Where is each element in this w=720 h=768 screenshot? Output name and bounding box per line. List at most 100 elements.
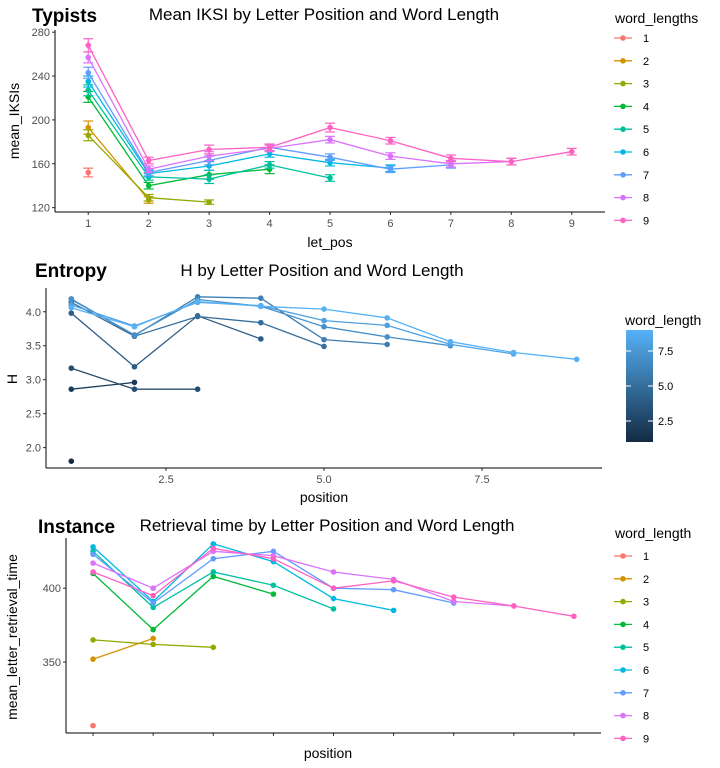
legend-label: 6	[643, 665, 649, 677]
data-point	[321, 317, 327, 324]
data-point	[384, 334, 390, 340]
data-point	[194, 386, 201, 393]
data-point	[85, 87, 92, 94]
data-point	[258, 295, 264, 301]
data-point	[131, 332, 138, 338]
legend-label: 1	[643, 33, 649, 45]
data-point	[68, 458, 75, 465]
y-axis-label: mean_IKSIs	[6, 83, 22, 159]
x-tick-label: 9	[569, 218, 575, 230]
series-line	[87, 81, 391, 175]
data-point	[330, 595, 337, 602]
legend-key-point	[620, 217, 626, 224]
data-point	[266, 144, 273, 151]
data-point	[258, 336, 264, 342]
legend-key-point	[620, 553, 626, 559]
plot-area	[90, 541, 577, 729]
y-tick-label: 350	[43, 657, 61, 669]
x-axis-label: let_pos	[307, 234, 352, 250]
data-point	[85, 132, 92, 139]
data-point	[68, 365, 75, 371]
y-tick-label: 4.0	[26, 307, 41, 319]
legend-label: 7	[643, 688, 649, 700]
series-line	[87, 96, 270, 187]
legend-key-point	[620, 58, 626, 64]
x-tick-label: 2	[146, 218, 152, 230]
series-line	[70, 301, 325, 348]
legend-label: 4	[643, 619, 649, 631]
legend-key-point	[620, 149, 626, 155]
legend-label: 2	[643, 56, 649, 68]
legend-key-point	[620, 80, 626, 87]
y-tick-label: 200	[32, 115, 50, 127]
legend-key-point	[620, 667, 626, 673]
y-tick-label: 120	[32, 203, 50, 215]
data-point	[210, 555, 217, 562]
data-point	[68, 386, 75, 393]
legend-label: 8	[643, 193, 649, 205]
plot-area	[68, 294, 580, 465]
data-point	[85, 69, 92, 76]
data-point	[387, 166, 394, 173]
legend-label: 9	[643, 215, 649, 227]
data-point	[387, 137, 394, 144]
data-point	[131, 363, 138, 370]
data-point	[270, 591, 277, 597]
chart-title: H by Letter Position and Word Length	[180, 261, 463, 280]
data-point	[131, 386, 138, 393]
data-point	[450, 598, 457, 605]
legend-label: 5	[643, 642, 649, 654]
x-axis-label: position	[304, 745, 352, 761]
panel-typists: Typists Mean IKSI by Letter Position and…	[6, 5, 698, 250]
y-axis-label: H	[4, 374, 20, 384]
data-point	[90, 560, 96, 566]
x-tick-label: 8	[508, 218, 514, 230]
data-point	[330, 585, 337, 592]
data-point	[131, 379, 138, 386]
data-point	[90, 637, 96, 643]
data-point	[150, 626, 156, 633]
legend-label: 3	[643, 597, 649, 609]
data-point	[85, 169, 92, 176]
data-point	[327, 159, 333, 166]
data-point	[270, 548, 277, 555]
axis-ticks: 350 400	[43, 583, 575, 736]
legend-title: word_length	[624, 312, 701, 328]
y-axis-label: mean_letter_retrieval_time	[4, 554, 20, 720]
data-point	[321, 343, 327, 350]
data-point	[327, 154, 333, 160]
y-tick-label: 240	[32, 71, 50, 83]
data-point	[150, 585, 156, 592]
y-tick-label: 280	[32, 27, 50, 39]
x-tick-label: 1	[85, 218, 91, 230]
y-tick-label: 2.5	[26, 409, 41, 421]
data-point	[150, 600, 156, 606]
data-point	[194, 298, 201, 305]
data-point	[206, 146, 212, 153]
data-point	[448, 155, 454, 162]
data-point	[330, 569, 337, 575]
legend-label: 8	[643, 711, 649, 723]
legend-label: 7	[643, 170, 649, 182]
series-line	[87, 57, 512, 170]
data-point	[131, 323, 138, 330]
data-point	[85, 124, 92, 131]
legend-label: 6	[643, 147, 649, 159]
data-point	[150, 604, 156, 611]
series-line	[71, 381, 135, 390]
data-point	[68, 304, 75, 311]
data-point	[145, 157, 152, 164]
legend-key-point	[620, 735, 626, 742]
axis-ticks: 120 160 200 240 280 1 2 3 4 5 6 7 8 9	[32, 27, 575, 230]
data-point	[210, 644, 217, 651]
data-point	[68, 310, 75, 316]
data-point	[145, 194, 152, 201]
data-point	[150, 635, 156, 642]
data-point	[258, 303, 264, 310]
data-point	[68, 296, 75, 303]
data-point	[270, 582, 277, 589]
x-tick-label: 7	[448, 218, 454, 230]
data-point	[85, 42, 92, 49]
data-point	[390, 607, 397, 614]
data-point	[145, 166, 152, 173]
